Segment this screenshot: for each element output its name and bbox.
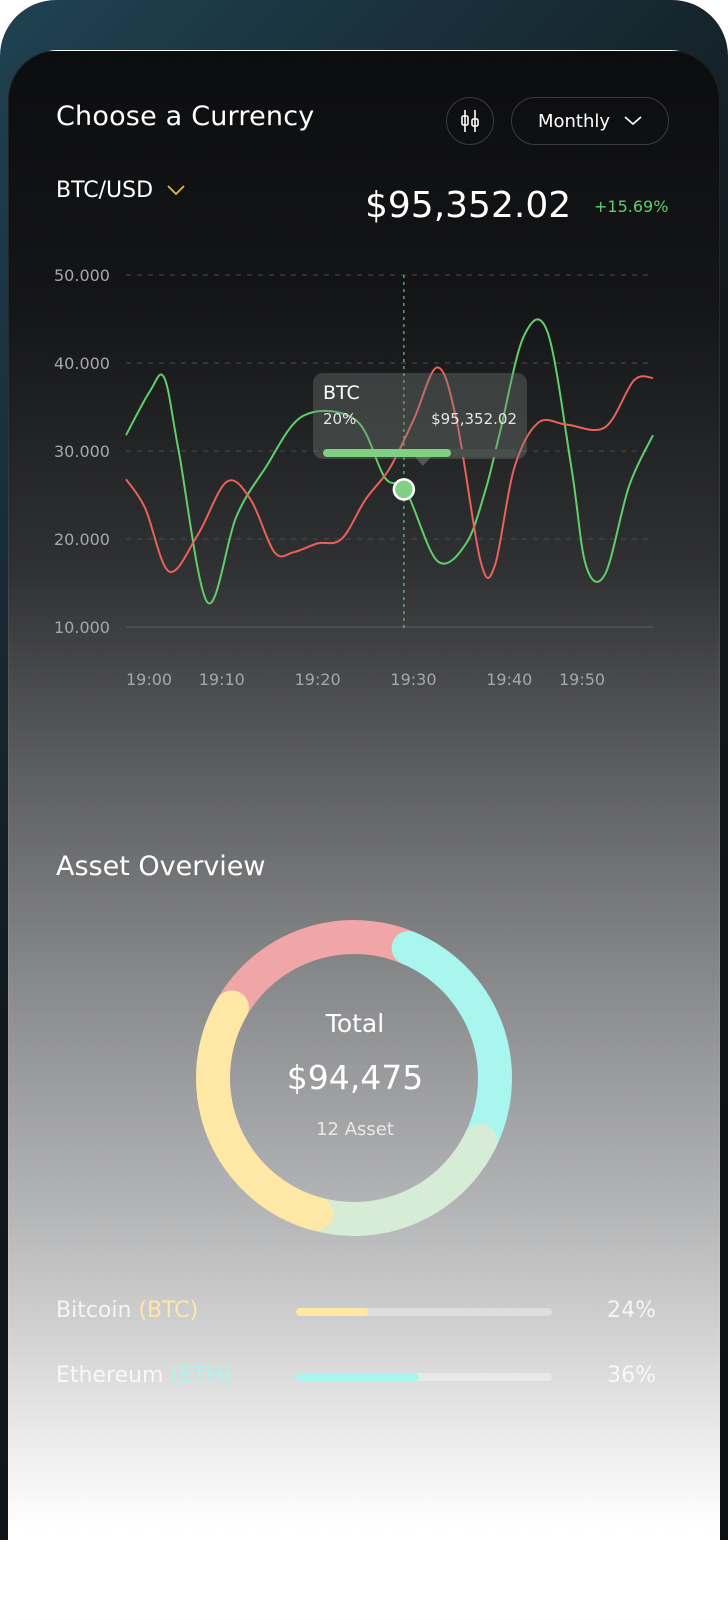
period-label: Monthly <box>537 110 611 132</box>
x-tick-label: 19:00 <box>126 670 172 689</box>
asset-ticker: (BTC) <box>138 1298 199 1323</box>
x-tick-label: 19:30 <box>390 670 436 689</box>
asset-row[interactable]: Bitcoin (BTC) 24% <box>56 1298 656 1328</box>
price-line-chart[interactable]: 50.000 40.000 30.000 20.000 10.000 19:00 19:10… <box>9 51 720 751</box>
asset-count: 12 Asset <box>316 1119 394 1140</box>
donut-segment <box>299 1123 498 1236</box>
tooltip-progress-fill <box>323 449 452 457</box>
y-tick-label: 10.000 <box>54 618 110 637</box>
current-price: $95,352.02 <box>365 185 572 226</box>
asset-name: Bitcoin (BTC) <box>56 1298 198 1323</box>
tooltip-title: BTC <box>323 382 360 404</box>
total-value: $94,475 <box>286 1058 424 1097</box>
x-tick-label: 19:10 <box>199 670 245 689</box>
donut-segment <box>214 920 426 1025</box>
series-line-green <box>125 318 654 605</box>
asset-percent: 36% <box>607 1363 656 1388</box>
asset-name: Ethereum (ETH) <box>56 1363 232 1388</box>
price-change-badge: +15.69% <box>594 197 669 216</box>
x-tick-label: 19:50 <box>559 670 605 689</box>
asset-name-text: Ethereum <box>56 1363 171 1388</box>
asset-percent: 24% <box>607 1298 656 1323</box>
chevron-down-icon <box>167 185 185 196</box>
asset-name-text: Bitcoin <box>56 1298 139 1323</box>
tooltip-percent: 20% <box>323 410 357 428</box>
asset-progress-fill <box>296 1308 368 1316</box>
currency-pair-label: BTC/USD <box>56 178 154 203</box>
y-tick-label: 40.000 <box>54 354 110 373</box>
y-tick-label: 20.000 <box>54 530 110 549</box>
chevron-down-icon <box>624 116 642 126</box>
tooltip-value: $95,352.02 <box>431 410 517 428</box>
asset-ticker: (ETH) <box>170 1363 232 1388</box>
app-screen: Choose a Currency Monthly BTC/USD $95,35… <box>8 50 720 1620</box>
tooltip-progress-track <box>323 449 517 457</box>
currency-pair-selector[interactable]: BTC/USD <box>56 178 185 203</box>
donut-center: Total $94,475 12 Asset <box>205 1009 505 1140</box>
y-tick-label: 30.000 <box>54 442 110 461</box>
tooltip-pointer <box>415 457 431 466</box>
y-tick-label: 50.000 <box>54 266 110 285</box>
page-title: Choose a Currency <box>56 101 315 132</box>
x-tick-label: 19:20 <box>295 670 341 689</box>
period-dropdown[interactable]: Monthly <box>511 97 669 145</box>
series-line-red <box>125 366 654 580</box>
asset-overview-title: Asset Overview <box>56 851 266 882</box>
chart-type-button[interactable] <box>446 97 494 145</box>
asset-progress-fill <box>296 1373 419 1381</box>
x-tick-label: 19:40 <box>486 670 532 689</box>
asset-progress-track <box>296 1373 552 1381</box>
selected-data-point[interactable] <box>392 478 416 501</box>
asset-progress-track <box>296 1308 552 1316</box>
chart-tooltip: BTC 20% $95,352.02 <box>313 373 527 466</box>
total-label: Total <box>325 1009 385 1038</box>
candlestick-icon <box>461 110 479 132</box>
asset-row[interactable]: Ethereum (ETH) 36% <box>56 1363 656 1393</box>
